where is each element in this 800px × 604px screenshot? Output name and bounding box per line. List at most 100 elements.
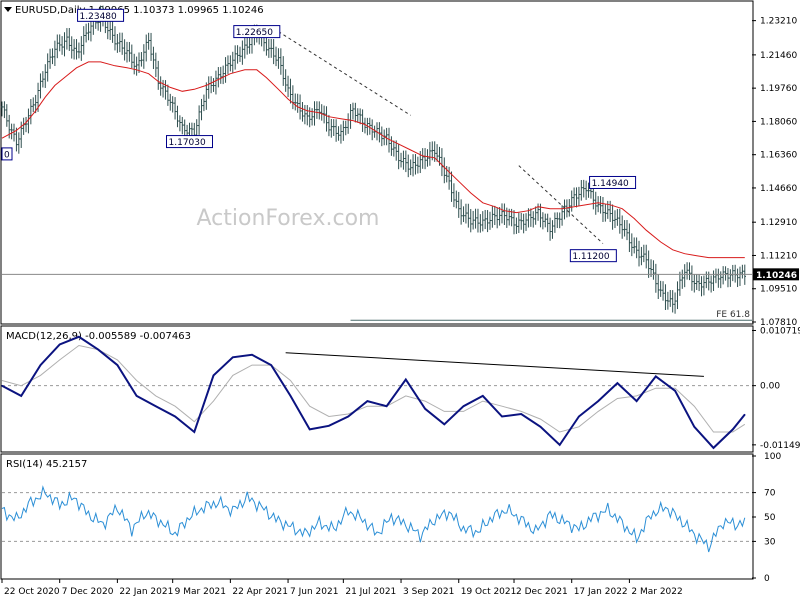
price-annotation-box (77, 8, 125, 22)
macd-point (424, 408, 426, 410)
macd-point (289, 395, 292, 397)
price-y-tick-label: 1.23210 (760, 17, 797, 27)
x-axis: 22 Oct 2020 7 Dec 2020 22 Jan 2021 9 Mar 20… (1, 579, 683, 597)
macd-point (693, 426, 695, 428)
dashed-trendline (518, 165, 604, 244)
macd-point (386, 405, 388, 407)
x-axis-label: 22 Oct 2020 (4, 587, 60, 597)
macd-point (270, 364, 272, 366)
x-axis-label: 2 Mar 2022 (631, 587, 682, 597)
macd-point (482, 395, 484, 397)
macd-signal-line (1, 344, 746, 433)
x-axis-label: 9 Mar 2021 (175, 587, 226, 597)
macd-panel-title: MACD(12,26,9) -0.005589 -0.007463 (6, 331, 191, 342)
macd-trendline (285, 352, 704, 377)
rsi-layer: 100 70 50 30 0 (1, 452, 781, 584)
x-axis-label: 22 Jan 2021 (119, 587, 173, 597)
price-annotation-label: 1.23480 (80, 12, 117, 22)
rsi-y-tick-label: 70 (764, 489, 776, 499)
menu-triangle-icon[interactable] (4, 7, 12, 12)
macd-y-tick-label: 0.00 (760, 382, 780, 392)
price-y-tick-label: 1.19760 (760, 84, 797, 94)
x-axis-label: 22 Apr 2021 (232, 587, 288, 597)
macd-point (366, 400, 368, 402)
macd-point (636, 400, 638, 402)
price-annotation-box (569, 249, 617, 263)
macd-point (212, 374, 215, 376)
macd-point (655, 375, 657, 377)
price-annotation-label: 0 (4, 150, 10, 160)
rsi-y-tick-label: 50 (764, 513, 776, 523)
macd-point (501, 415, 503, 418)
x-axis-label: 3 Sep 2021 (403, 587, 454, 597)
macd-point (732, 428, 734, 431)
macd-point (597, 400, 599, 402)
macd-point (744, 413, 746, 416)
price-annotation-box (233, 25, 281, 39)
macd-point (251, 354, 253, 356)
macd-layer: 0.010719 0.00 -0.011499 (1, 326, 800, 451)
rsi-y-tick-label: 100 (764, 452, 781, 462)
x-axis-label: 21 Jul 2021 (345, 587, 396, 597)
macd-line (1, 335, 746, 450)
x-axis-label: 7 Dec 2020 (62, 587, 114, 597)
macd-point (174, 415, 176, 418)
fib-extension-label: FE 61.8 (716, 310, 750, 320)
price-annotation-box (1, 147, 13, 161)
price-y-tick-label: 1.09510 (760, 285, 797, 295)
macd-y-tick-label: 0.010719 (760, 326, 800, 336)
price-annotation-box (166, 135, 213, 149)
price-panel-header: EURUSD,Daily 1.09965 1.10373 1.09965 1.1… (15, 5, 264, 16)
price-panel-frame (0, 0, 754, 325)
price-layer: 1.23210 1.21460 1.19760 1.18060 1.16360 1.146… (0, 5, 799, 328)
macd-point (20, 395, 22, 397)
price-y-tick-label: 1.11210 (760, 251, 797, 261)
macd-point (674, 390, 676, 392)
macd-point (39, 364, 42, 366)
macd-y-tick-label: -0.011499 (760, 441, 800, 451)
macd-point (462, 405, 465, 407)
macd-point (405, 378, 407, 381)
macd-point (1, 385, 3, 387)
price-annotation-label: 1.14940 (592, 179, 629, 189)
x-axis-label: 19 Oct 2021 (461, 587, 517, 597)
price-annotation-label: 1.17030 (169, 138, 206, 148)
price-y-tick-label: 1.12910 (760, 218, 797, 228)
macd-point (232, 356, 234, 358)
macd-point (155, 405, 157, 407)
macd-point (520, 413, 522, 415)
price-y-tick-label: 1.14660 (760, 184, 797, 194)
price-y-tick-label: 1.21460 (760, 51, 797, 61)
rsi-y-tick-label: 0 (764, 574, 770, 584)
moving-average-line (1, 61, 745, 259)
watermark: ActionForex.com (197, 206, 380, 231)
macd-point (712, 447, 715, 449)
price-y-tick-label: 1.16360 (760, 151, 797, 161)
macd-point (616, 382, 618, 384)
macd-point (309, 428, 311, 431)
rsi-panel-frame (0, 453, 754, 580)
macd-point (78, 336, 80, 338)
macd-point (97, 349, 99, 351)
current-price-label: 1.10246 (756, 271, 797, 281)
macd-point (559, 444, 561, 446)
x-axis-label: 17 Jan 2022 (574, 587, 628, 597)
price-y-tick-label: 1.18060 (760, 117, 797, 127)
rsi-panel-title: RSI(14) 45.2157 (6, 459, 87, 470)
macd-point (136, 395, 138, 397)
x-axis-label: 7 Jun 2021 (290, 587, 338, 597)
current-price-box (753, 268, 799, 281)
macd-point (443, 423, 445, 425)
price-annotation-label: 1.22650 (236, 28, 273, 38)
macd-point (328, 425, 330, 427)
macd-point (116, 364, 118, 366)
x-axis-label: 2 Dec 2021 (516, 587, 568, 597)
rsi-y-tick-label: 30 (764, 537, 776, 547)
macd-point (578, 415, 580, 418)
macd-point (347, 415, 349, 418)
price-y-tick-label: 1.07810 (760, 318, 797, 328)
macd-point (539, 426, 542, 428)
macd-point (59, 343, 61, 346)
